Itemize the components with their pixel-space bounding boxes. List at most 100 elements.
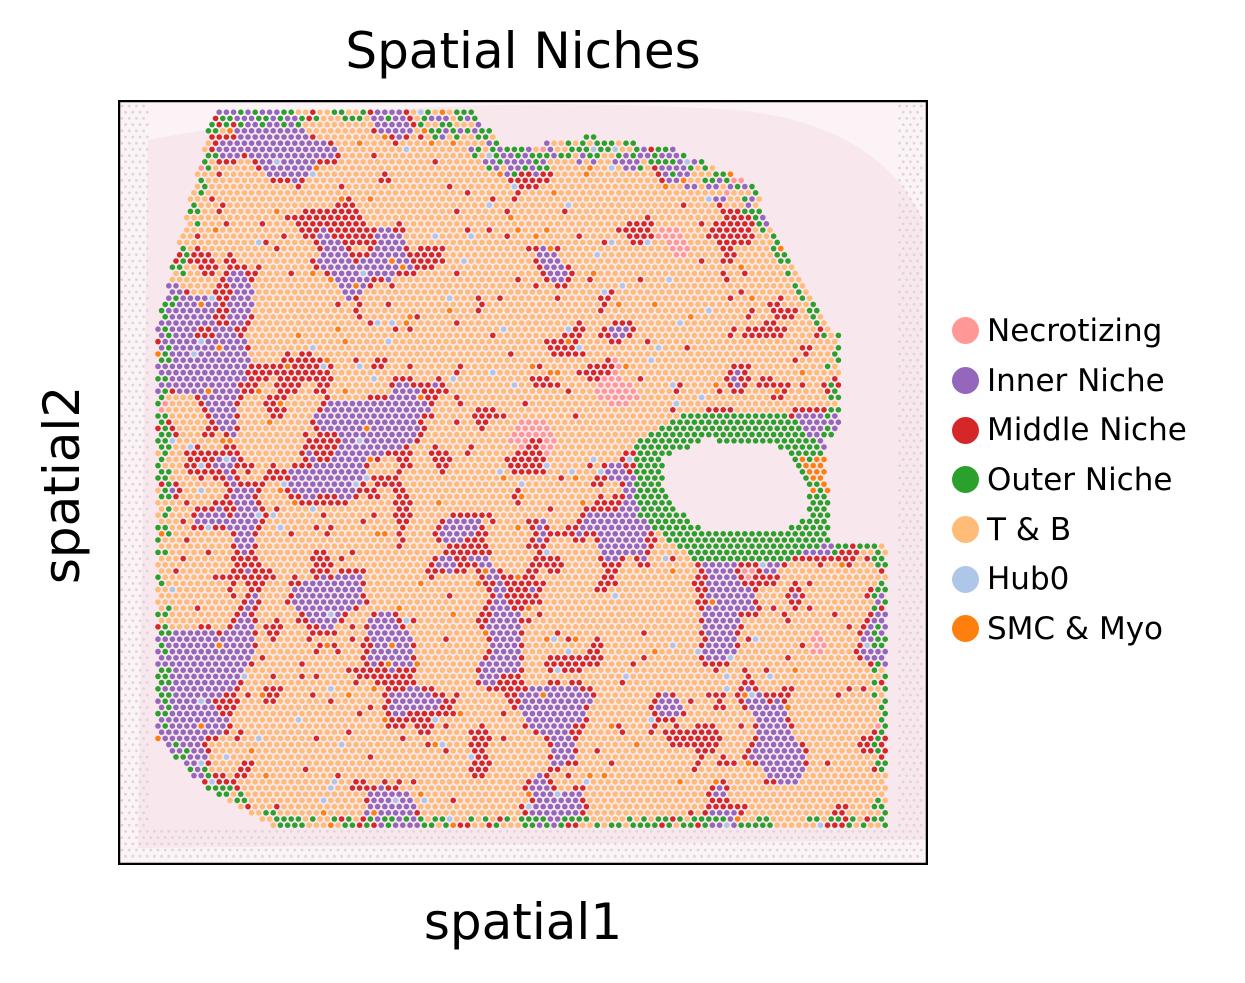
spot-inner-niche <box>191 314 197 320</box>
spot-necrotizing <box>673 227 680 233</box>
spot-t-b <box>338 171 345 177</box>
spot-t-b <box>202 196 208 202</box>
spot-t-b <box>785 283 791 289</box>
spot-necrotizing <box>630 388 636 395</box>
spot-t-b <box>760 351 766 357</box>
background-spot <box>127 340 131 343</box>
spot-inner-niche <box>608 326 615 332</box>
spot-inner-niche <box>292 152 298 159</box>
spot-middle-niche <box>252 369 258 376</box>
spot-t-b <box>756 245 762 252</box>
spot-t-b <box>612 183 618 190</box>
spot-outer-niche <box>731 438 737 444</box>
spot-inner-niche <box>364 276 370 283</box>
spot-t-b <box>706 283 712 289</box>
spot-t-b <box>421 276 428 283</box>
spot-t-b <box>403 295 410 301</box>
spot-t-b <box>572 190 579 196</box>
spot-t-b <box>544 214 550 221</box>
spot-smc-myo <box>515 227 521 233</box>
spot-t-b <box>594 239 600 246</box>
spot-hub0 <box>320 363 327 370</box>
background-spot <box>912 191 916 195</box>
spot-inner-niche <box>400 400 406 407</box>
spot-t-b <box>662 196 669 202</box>
spot-t-b <box>382 295 388 301</box>
spot-t-b <box>691 407 698 413</box>
spot-outer-niche <box>194 208 201 215</box>
spot-t-b <box>702 400 708 407</box>
background-spot <box>127 191 131 195</box>
background-spot <box>912 253 916 257</box>
spot-t-b <box>508 289 514 295</box>
spot-t-b <box>191 264 197 270</box>
spot-inner-niche <box>364 450 370 457</box>
spot-t-b <box>335 140 341 146</box>
spot-t-b <box>248 413 255 419</box>
background-spot <box>131 210 135 213</box>
spot-t-b <box>547 283 554 289</box>
spot-middle-niche <box>299 214 305 221</box>
spot-middle-niche <box>385 177 392 184</box>
spot-t-b <box>306 289 312 295</box>
background-spot <box>145 371 149 374</box>
spot-t-b <box>342 363 348 370</box>
spot-middle-niche <box>274 394 280 401</box>
spot-t-b <box>252 221 258 227</box>
spot-middle-niche <box>565 388 572 395</box>
background-spot <box>124 383 127 387</box>
spot-inner-niche <box>180 320 186 326</box>
spot-middle-niche <box>421 252 428 258</box>
spot-outer-niche <box>436 128 442 134</box>
spot-t-b <box>598 258 604 264</box>
spot-middle-niche <box>292 363 298 370</box>
spot-t-b <box>410 320 417 326</box>
spot-t-b <box>310 394 316 401</box>
spot-t-b <box>356 128 363 134</box>
spot-inner-niche <box>302 134 309 140</box>
background-spot <box>120 166 124 170</box>
spot-inner-niche <box>810 425 816 432</box>
spot-t-b <box>216 245 222 252</box>
spot-t-b <box>227 190 233 196</box>
spot-t-b <box>202 233 208 239</box>
spot-t-b <box>554 221 561 227</box>
spot-inner-niche <box>227 301 233 308</box>
background-spot <box>131 234 135 238</box>
spot-middle-niche <box>270 400 276 407</box>
spot-t-b <box>504 258 511 264</box>
spot-t-b <box>536 289 543 295</box>
spot-t-b <box>353 134 359 140</box>
spot-middle-niche <box>248 376 255 382</box>
spot-middle-niche <box>284 388 291 395</box>
spot-t-b <box>634 407 640 413</box>
spot-t-b <box>407 152 413 159</box>
spot-t-b <box>353 245 359 252</box>
spot-t-b <box>479 252 485 258</box>
spot-t-b <box>738 301 744 308</box>
background-spot <box>912 141 916 145</box>
spot-inner-niche <box>349 438 356 444</box>
spot-t-b <box>623 289 629 295</box>
spot-t-b <box>392 152 399 159</box>
spot-middle-niche <box>576 233 582 239</box>
spot-outer-niche <box>832 388 838 395</box>
spot-t-b <box>259 431 266 438</box>
spot-outer-niche <box>461 109 467 115</box>
spot-t-b <box>266 183 273 190</box>
spot-t-b <box>385 152 392 159</box>
spot-t-b <box>209 245 215 252</box>
spot-t-b <box>482 196 489 202</box>
spot-inner-niche <box>180 295 186 301</box>
spot-t-b <box>364 301 370 308</box>
spot-middle-niche <box>598 307 604 314</box>
background-spot <box>120 129 124 133</box>
spot-middle-niche <box>317 357 323 364</box>
spot-outer-niche <box>810 314 816 320</box>
spot-inner-niche <box>324 258 330 264</box>
spot-middle-niche <box>644 227 651 233</box>
spot-t-b <box>191 400 197 407</box>
spot-t-b <box>482 394 489 401</box>
background-spot <box>127 166 131 170</box>
spot-t-b <box>709 165 716 171</box>
